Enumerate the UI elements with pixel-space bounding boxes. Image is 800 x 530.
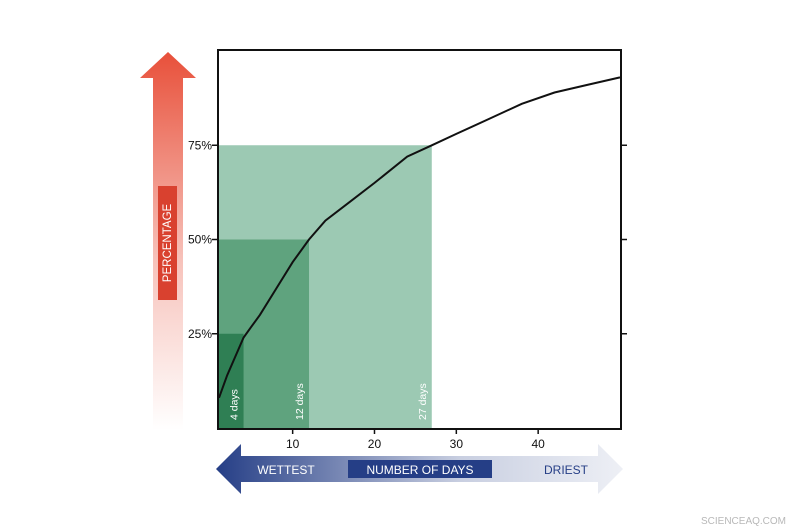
percentage-arrow: PERCENTAGE [140,52,196,430]
series-line [218,76,621,399]
threshold-labels: 4 days 12 days 27 days [229,383,429,420]
threshold-label-27-days: 27 days [417,383,429,420]
threshold-regions [219,145,432,428]
threshold-label-12-days: 12 days [294,383,306,420]
days-label-box [348,460,492,478]
threshold-label-4-days: 4 days [229,389,241,420]
x-tick-label: 20 [368,437,382,451]
y-axis-ticks: 25% 50% 75% [188,138,627,341]
x-tick-label: 30 [450,437,464,451]
x-axis-ticks: 10 20 30 40 [286,428,545,451]
wettest-label: WETTEST [257,463,315,477]
days-arrow: WETTEST NUMBER OF DAYS DRIEST [216,444,623,494]
x-tick-label: 40 [531,437,545,451]
x-tick-label: 10 [286,437,300,451]
percentage-label: PERCENTAGE [162,203,174,282]
percentage-label-box [158,186,177,300]
days-label: NUMBER OF DAYS [366,463,473,477]
y-tick-label: 75% [188,138,212,152]
watermark: SCIENCEAQ.COM [701,516,786,527]
driest-label: DRIEST [544,463,589,477]
y-tick-label: 50% [188,233,212,247]
y-tick-label: 25% [188,327,212,341]
